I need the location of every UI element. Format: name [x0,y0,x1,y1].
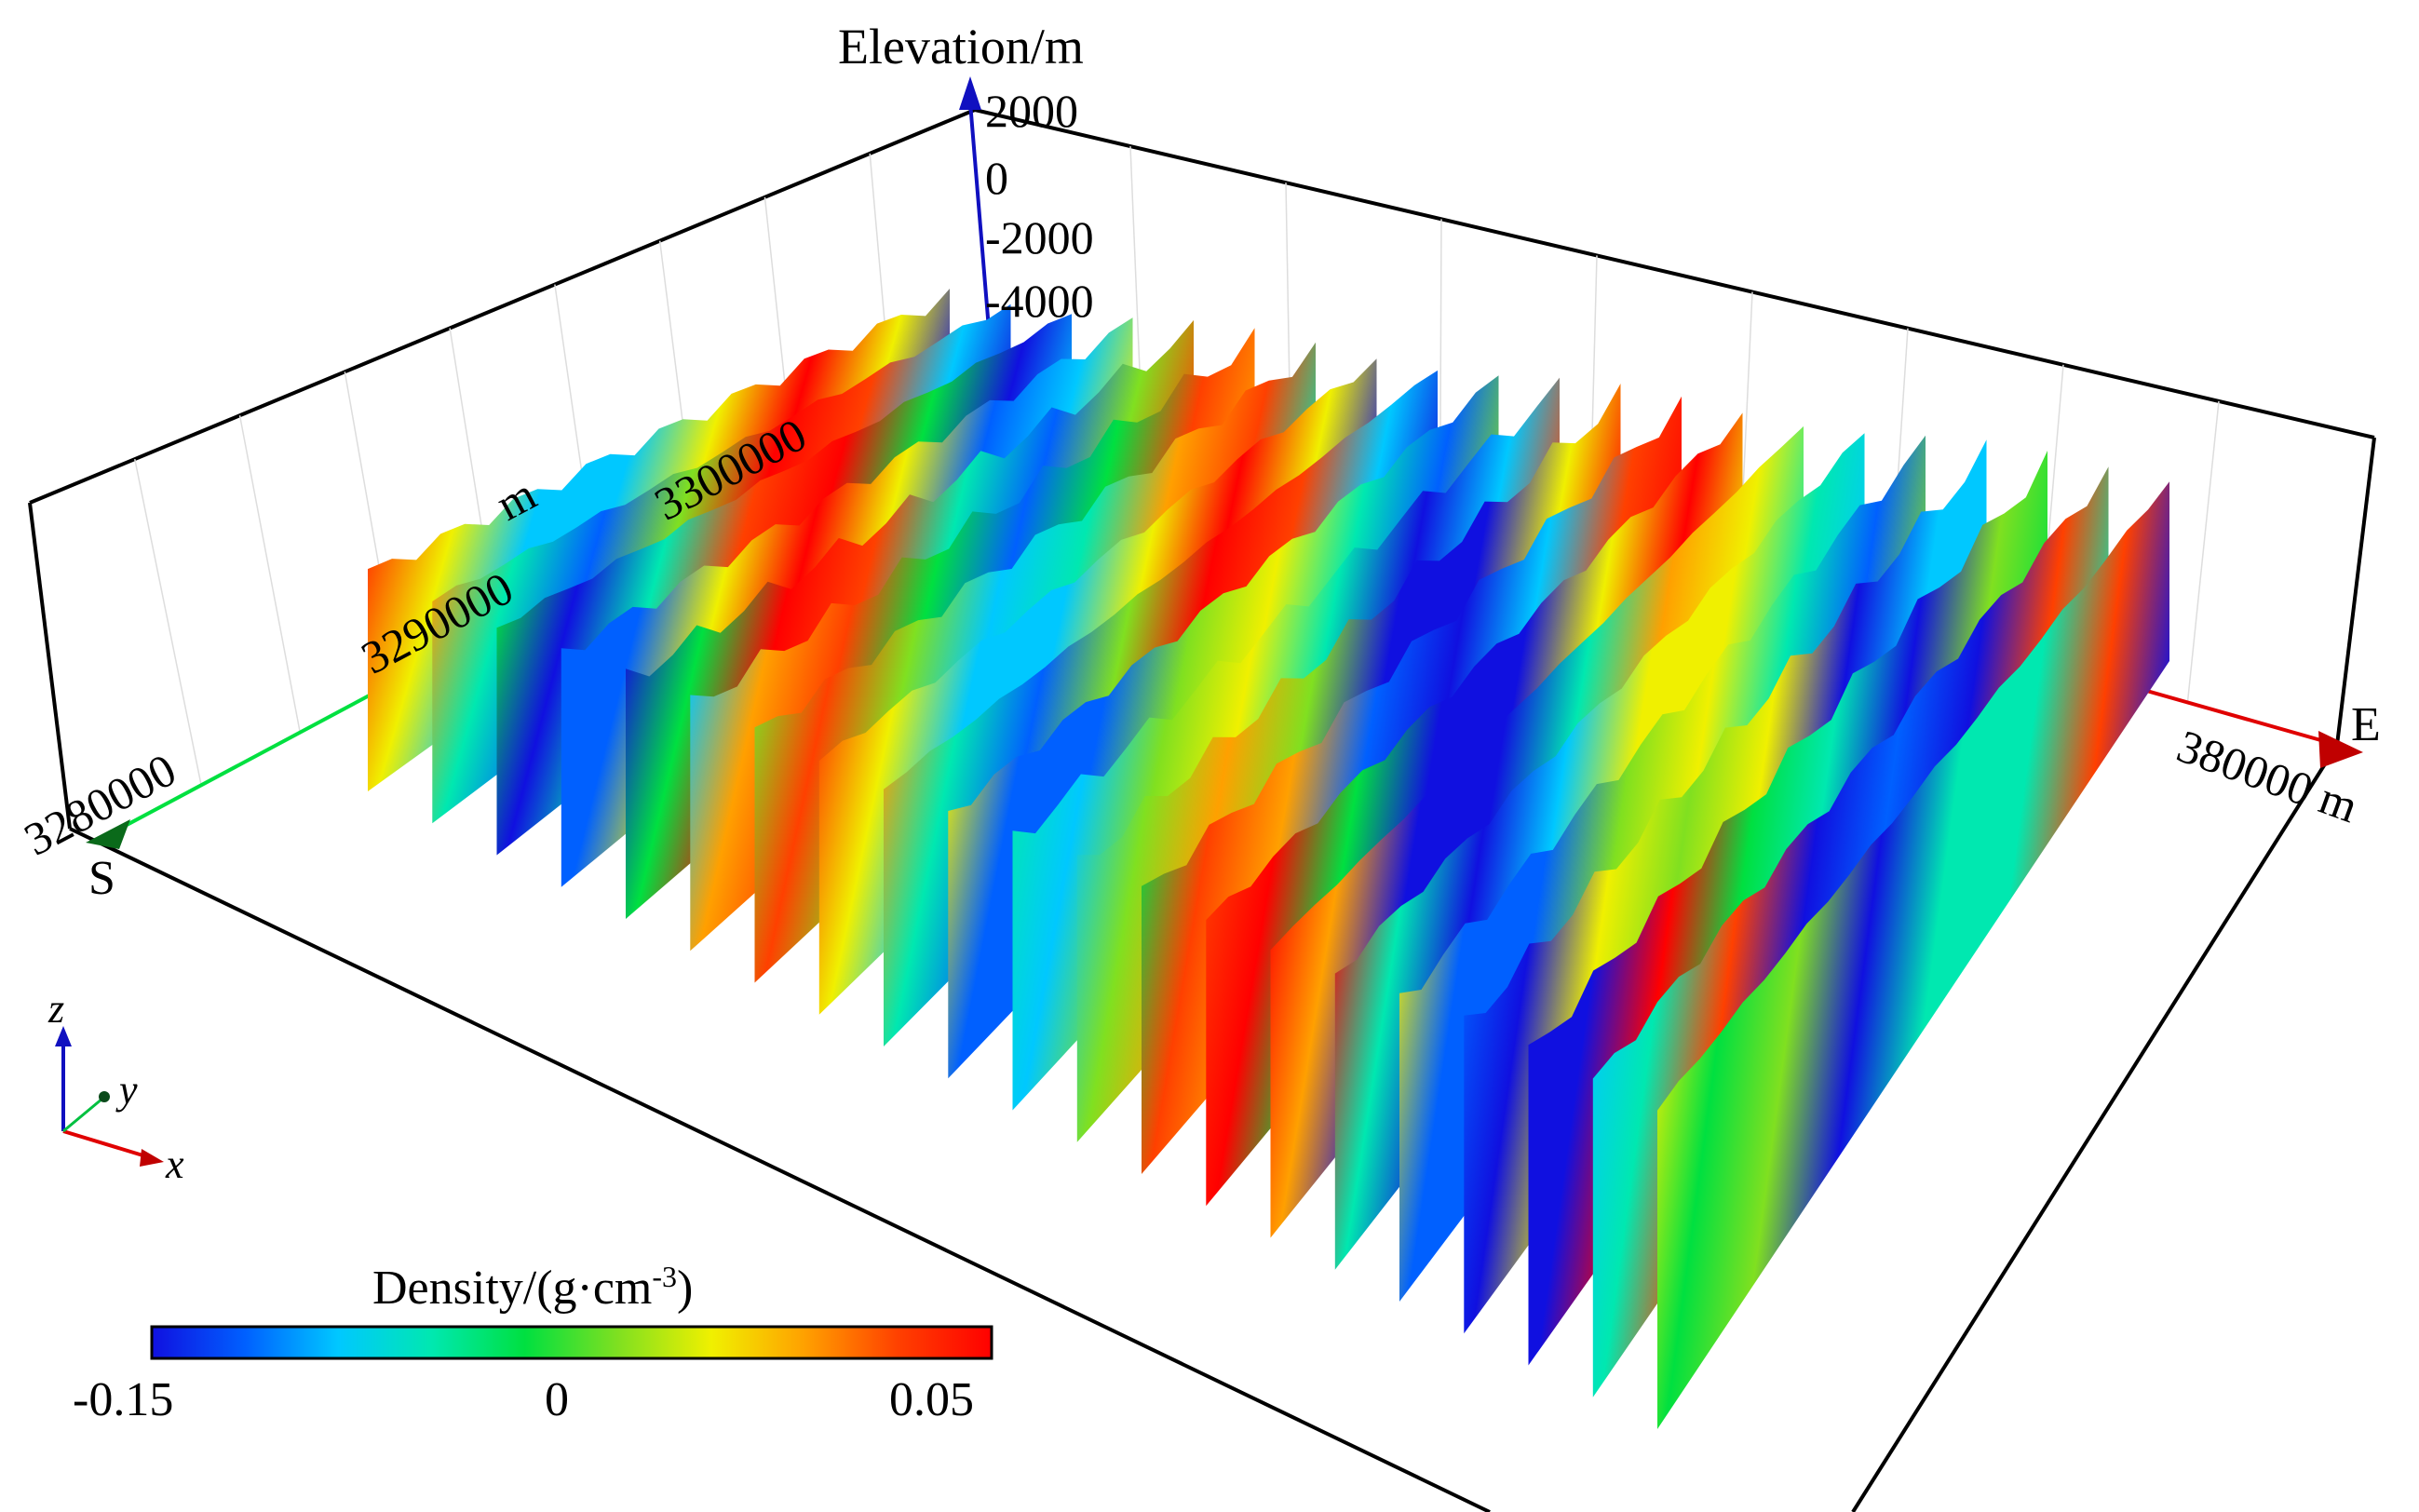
z-axis-title: Elevation/m [838,19,1084,74]
triad-y-label: y [115,1067,138,1113]
x-axis-arrow-icon [2318,731,2363,768]
box-front-right-edge [1851,743,2339,1512]
grid-line-right-wall [2186,400,2220,703]
box-front-left-edge [69,827,1491,1512]
colorbar-title: Density/(g·cm-3) [372,1260,693,1315]
triad-z-arrow-icon [55,1026,72,1046]
box-left-vertical-edge [28,502,72,830]
triad-x-arrow-icon [140,1149,164,1167]
density-section-slice [1657,481,2169,1429]
colorbar: Density/(g·cm-3) -0.15 0 0.05 [73,1260,993,1426]
bounding-box [28,108,2376,1512]
colorbar-scale [150,1325,993,1360]
triad-y-line [62,1097,103,1133]
grid-line-left-wall [238,415,301,733]
box-back-right-edge [974,108,2375,439]
colorbar-max-label: 0.05 [889,1373,974,1426]
z-tick-label: -4000 [985,275,1094,327]
east-label: E [2351,698,2381,751]
colorbar-mid-label: 0 [545,1373,569,1426]
triad-z-label: z [47,986,64,1032]
south-label: S [88,852,115,905]
box-back-left-edge [29,108,976,505]
triad-x-label: x [165,1141,184,1187]
triad-x-line [62,1129,150,1159]
density-sections [368,289,2169,1429]
triad-y-dot-icon [99,1091,110,1102]
colorbar-min-label: -0.15 [73,1373,173,1426]
orientation-triad: z y x [47,986,184,1187]
x-tick-label: 380000 m [2170,720,2365,833]
grid-line-right-wall [1129,146,1142,406]
grid-line-left-wall [134,458,202,786]
z-axis-arrow-icon [959,76,981,110]
z-tick-label: -2000 [985,211,1094,263]
y-axis-arrow-icon [86,819,130,849]
box-right-vertical-edge [2335,437,2376,746]
y-tick-label: 3280000 [16,743,184,866]
z-tick-label: 2000 [985,85,1078,137]
z-tick-label: 0 [985,152,1008,204]
